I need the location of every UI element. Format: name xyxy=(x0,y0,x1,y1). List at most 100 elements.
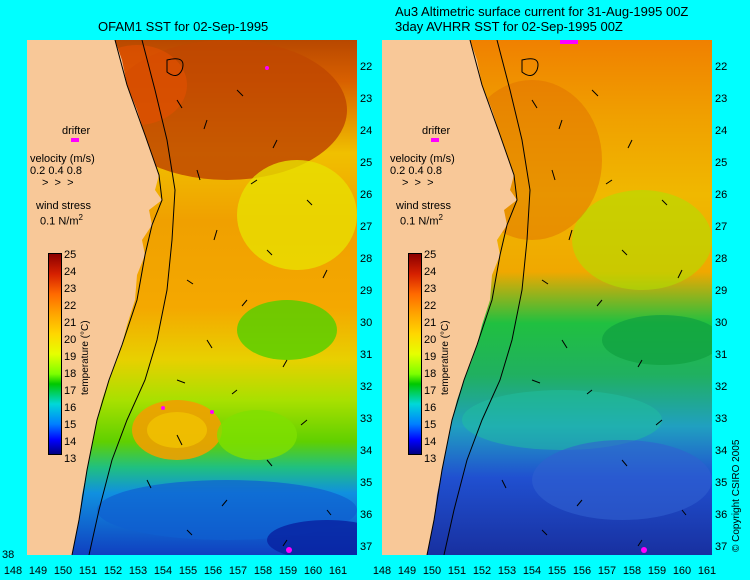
left-cbar-tick: 25 xyxy=(64,249,77,261)
left-lon-tick: 148 xyxy=(3,565,23,577)
right-lon-tick: 156 xyxy=(572,565,592,577)
right-lon-tick: 155 xyxy=(547,565,567,577)
current-vectors xyxy=(146,89,332,547)
right-lat-tick: 22 xyxy=(715,61,728,73)
right-cbar-tick: 24 xyxy=(424,266,437,278)
right-lat-tick: 36 xyxy=(715,509,728,521)
left-cbar-tick: 20 xyxy=(64,334,77,346)
right-sst-map xyxy=(382,40,712,555)
left-lat-tick: 22 xyxy=(360,61,373,73)
left-lon-tick: 160 xyxy=(303,565,323,577)
left-cbar-tick: 19 xyxy=(64,351,77,363)
right-colorbar xyxy=(408,253,422,455)
left-lat-tick: 34 xyxy=(360,445,373,457)
left-lon-tick: 154 xyxy=(153,565,173,577)
left-cbar-tick: 15 xyxy=(64,419,77,431)
left-lat-tick: 27 xyxy=(360,221,373,233)
left-cbar-tick: 24 xyxy=(64,266,77,278)
right-colorbar-unit: temperature (°C) xyxy=(440,320,451,395)
right-wind-value: 0.1 N/m2 xyxy=(400,212,443,228)
right-cbar-tick: 23 xyxy=(424,283,437,295)
left-sst-map xyxy=(27,40,357,555)
right-wind-sup: 2 xyxy=(438,213,443,222)
right-lat-tick: 29 xyxy=(715,285,728,297)
right-lon-tick: 149 xyxy=(397,565,417,577)
left-lat-tick: 24 xyxy=(360,125,373,137)
left-velocity-arrows: ˃ ˃ ˃ xyxy=(42,177,74,189)
right-lon-tick: 151 xyxy=(447,565,467,577)
right-lon-tick: 154 xyxy=(522,565,542,577)
left-lat-tick: 30 xyxy=(360,317,373,329)
right-cbar-tick: 17 xyxy=(424,385,437,397)
left-lat-tick: 29 xyxy=(360,285,373,297)
right-cbar-tick: 15 xyxy=(424,419,437,431)
left-lat-tick: 31 xyxy=(360,349,373,361)
left-lat-tick: 26 xyxy=(360,189,373,201)
right-drifter-marker xyxy=(431,138,439,142)
right-lat-tick: 24 xyxy=(715,125,728,137)
left-colorbar xyxy=(48,253,62,455)
right-wind-label: wind stress xyxy=(396,200,452,212)
right-lat-tick: 30 xyxy=(715,317,728,329)
right-cbar-tick: 25 xyxy=(424,249,437,261)
left-velocity-scale: 0.2 0.4 0.8 xyxy=(30,165,82,177)
right-lon-tick: 160 xyxy=(672,565,692,577)
left-cbar-tick: 22 xyxy=(64,300,77,312)
left-cbar-tick: 17 xyxy=(64,385,77,397)
left-lon-tick: 161 xyxy=(328,565,348,577)
left-map-canvas xyxy=(27,40,357,555)
right-cbar-tick: 19 xyxy=(424,351,437,363)
right-cbar-tick: 21 xyxy=(424,317,437,329)
right-lat-tick: 33 xyxy=(715,413,728,425)
left-lon-tick: 153 xyxy=(128,565,148,577)
left-wind-value-text: 0.1 N/m xyxy=(40,215,79,228)
right-lat-tick: 28 xyxy=(715,253,728,265)
right-lat-tick: 34 xyxy=(715,445,728,457)
left-lat-tick: 35 xyxy=(360,477,373,489)
right-map-canvas xyxy=(382,40,712,555)
left-map-title: OFAM1 SST for 02-Sep-1995 xyxy=(98,19,269,34)
left-lat-tick: 37 xyxy=(360,541,373,553)
right-lon-tick: 159 xyxy=(647,565,667,577)
left-wind-value: 0.1 N/m2 xyxy=(40,212,83,228)
right-velocity-label: velocity (m/s) xyxy=(390,153,455,165)
right-cbar-tick: 22 xyxy=(424,300,437,312)
right-lon-tick: 152 xyxy=(472,565,492,577)
left-lat-tick-38: 38 xyxy=(2,549,15,561)
left-lon-tick: 149 xyxy=(28,565,48,577)
left-lon-tick: 156 xyxy=(203,565,223,577)
left-lat-tick: 32 xyxy=(360,381,373,393)
right-cbar-tick: 14 xyxy=(424,436,437,448)
left-lon-tick: 159 xyxy=(278,565,298,577)
left-cbar-tick: 13 xyxy=(64,453,77,465)
left-lon-tick: 155 xyxy=(178,565,198,577)
right-lon-tick: 157 xyxy=(597,565,617,577)
left-lat-tick: 36 xyxy=(360,509,373,521)
left-lon-tick: 150 xyxy=(53,565,73,577)
right-lon-tick: 158 xyxy=(622,565,642,577)
right-lon-tick: 153 xyxy=(497,565,517,577)
right-velocity-scale: 0.2 0.4 0.8 xyxy=(390,165,442,177)
left-cbar-tick: 16 xyxy=(64,402,77,414)
left-lon-tick: 158 xyxy=(253,565,273,577)
right-cbar-tick: 20 xyxy=(424,334,437,346)
right-lat-tick: 27 xyxy=(715,221,728,233)
left-lat-tick: 23 xyxy=(360,93,373,105)
right-cbar-tick: 13 xyxy=(424,453,437,465)
right-lon-tick: 148 xyxy=(372,565,392,577)
left-lon-tick: 151 xyxy=(78,565,98,577)
right-cbar-tick: 16 xyxy=(424,402,437,414)
left-lat-tick: 33 xyxy=(360,413,373,425)
right-lat-tick: 26 xyxy=(715,189,728,201)
left-cbar-tick: 21 xyxy=(64,317,77,329)
right-drifter-label: drifter xyxy=(422,125,451,137)
left-lon-tick: 152 xyxy=(103,565,123,577)
left-lon-tick: 157 xyxy=(228,565,248,577)
right-lon-tick: 161 xyxy=(697,565,717,577)
right-lat-tick: 23 xyxy=(715,93,728,105)
right-cbar-tick: 18 xyxy=(424,368,437,380)
right-lat-tick: 35 xyxy=(715,477,728,489)
right-lat-tick: 32 xyxy=(715,381,728,393)
left-lat-tick: 25 xyxy=(360,157,373,169)
right-wind-value-text: 0.1 N/m xyxy=(400,215,439,228)
